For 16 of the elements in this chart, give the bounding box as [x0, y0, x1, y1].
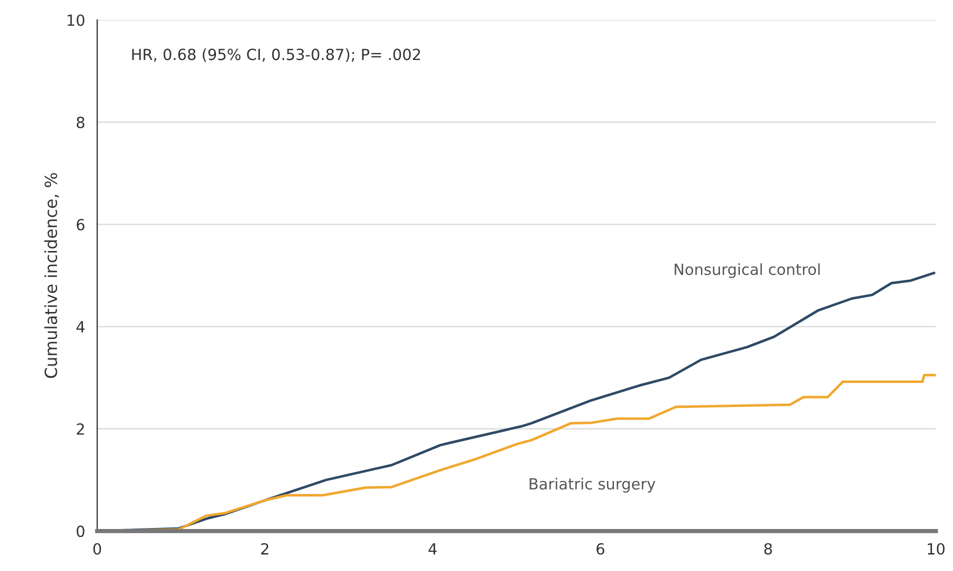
- annotation: HR, 0.68 (95% CI, 0.53-0.87); P= .002: [132, 48, 420, 62]
- x-tick-label: 6: [596, 543, 604, 555]
- x-tick-label: 4: [428, 543, 437, 554]
- y-tick-label: 10: [68, 14, 84, 26]
- x-tick-label: 10: [928, 543, 945, 555]
- series-label: Nonsurgical control: [674, 263, 820, 278]
- x-tick-label: 2: [261, 543, 268, 554]
- y-tick-label: 4: [76, 321, 85, 332]
- y-tick-label: 2: [76, 423, 84, 435]
- y-tick-label: 0: [76, 525, 84, 538]
- y-tick-label: 8: [76, 116, 84, 128]
- x-tick-label: 8: [764, 543, 772, 555]
- y-axis-title: Cumulative incidence, %: [44, 173, 59, 378]
- y-tick-label: 6: [76, 218, 84, 230]
- x-tick-label: 0: [93, 543, 102, 555]
- text: Bariatric surgery: [530, 478, 656, 493]
